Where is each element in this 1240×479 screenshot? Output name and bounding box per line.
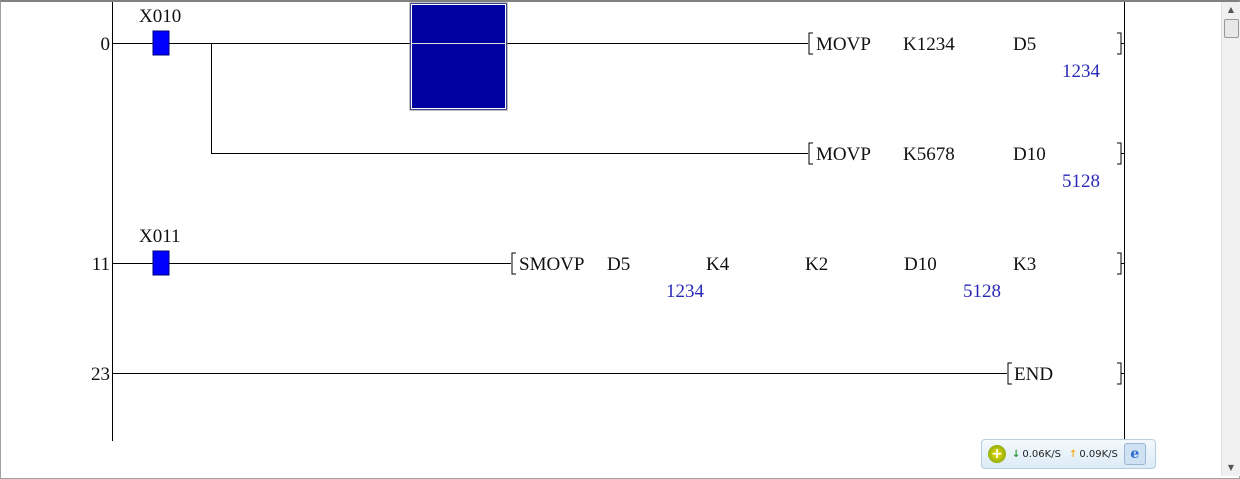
scroll-thumb[interactable] [1224, 19, 1239, 38]
operand: K4 [706, 254, 730, 275]
instruction-smovp[interactable]: SMOVP D5 K4 K2 D10 K3 1234 5128 [511, 252, 1122, 302]
monitor-value: 5128 [1062, 171, 1100, 192]
operand: K3 [1013, 254, 1036, 275]
instruction-op: MOVP [816, 144, 871, 165]
instruction-movp-1[interactable]: MOVP K1234 D5 1234 [808, 32, 1122, 82]
scroll-up-button[interactable]: ▲ [1227, 5, 1235, 14]
scroll-down-button[interactable]: ▼ [1227, 463, 1235, 472]
download-arrow-icon: ↓ [1012, 448, 1021, 460]
step-number: 11 [92, 254, 110, 275]
operand: K1234 [903, 34, 955, 55]
operand: D10 [904, 254, 937, 275]
monitor-value: 5128 [963, 281, 1001, 302]
ie-icon[interactable]: e [1123, 443, 1146, 465]
operand: K5678 [903, 144, 955, 165]
instruction-end[interactable]: END [1007, 362, 1122, 385]
operand: D10 [1013, 144, 1046, 165]
step-number: 23 [91, 364, 110, 385]
operand: K2 [805, 254, 828, 275]
vertical-scrollbar[interactable]: ▲ ▼ [1221, 2, 1240, 476]
instruction-op: END [1014, 364, 1053, 385]
step-number: 0 [101, 34, 111, 55]
cursor-selection[interactable] [409, 2, 508, 111]
monitor-value: 1234 [1062, 61, 1101, 82]
contact-label: X011 [139, 226, 181, 247]
contact-label: X010 [139, 6, 181, 27]
instruction-op: MOVP [816, 34, 871, 55]
download-speed: 0.06K/S [1022, 448, 1061, 460]
upload-arrow-icon: ↑ [1068, 448, 1078, 460]
instruction-movp-2[interactable]: MOVP K5678 D10 5128 [808, 142, 1122, 192]
operand: D5 [1013, 34, 1036, 55]
upload-speed: 0.09K/S [1079, 448, 1118, 460]
contact-x010[interactable] [152, 30, 170, 56]
instruction-op: SMOVP [519, 254, 584, 275]
network-speed-widget[interactable]: + ↓ 0.06K/S ↑ 0.09K/S e [981, 439, 1156, 469]
contact-x011[interactable] [152, 250, 170, 276]
operand: D5 [607, 254, 630, 275]
monitor-value: 1234 [666, 281, 705, 302]
accelerator-icon[interactable]: + [988, 445, 1006, 463]
